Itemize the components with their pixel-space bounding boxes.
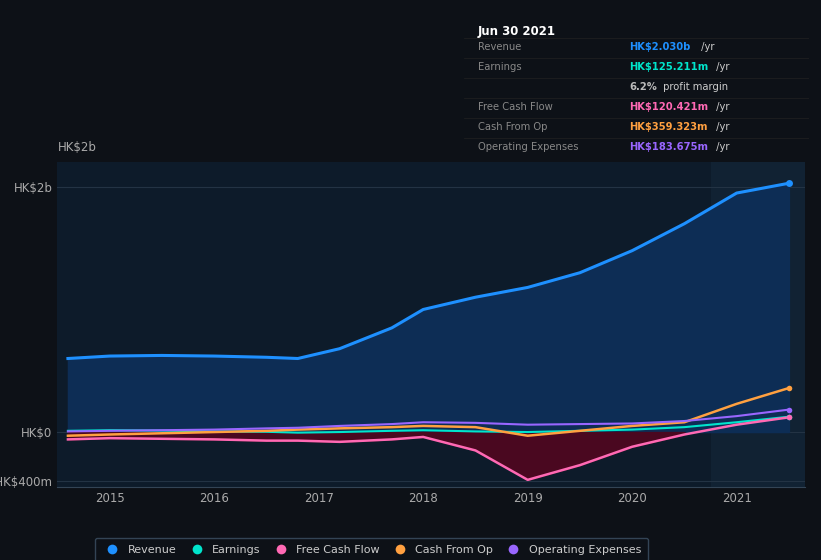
Text: /yr: /yr	[713, 102, 729, 112]
Text: /yr: /yr	[713, 142, 729, 152]
Text: Free Cash Flow: Free Cash Flow	[478, 102, 553, 112]
Text: /yr: /yr	[713, 122, 729, 132]
Text: HK$2b: HK$2b	[57, 141, 96, 154]
Text: Revenue: Revenue	[478, 42, 521, 52]
Text: Earnings: Earnings	[478, 62, 521, 72]
Text: HK$183.675m: HK$183.675m	[630, 142, 709, 152]
Text: Cash From Op: Cash From Op	[478, 122, 547, 132]
Text: HK$2.030b: HK$2.030b	[630, 42, 690, 52]
Text: /yr: /yr	[713, 62, 729, 72]
Text: Jun 30 2021: Jun 30 2021	[478, 25, 556, 38]
Text: HK$125.211m: HK$125.211m	[630, 62, 709, 72]
Text: Operating Expenses: Operating Expenses	[478, 142, 578, 152]
Text: 6.2%: 6.2%	[630, 82, 658, 92]
Text: /yr: /yr	[698, 42, 714, 52]
Bar	[710, 162, 805, 487]
Text: HK$120.421m: HK$120.421m	[630, 102, 709, 112]
Legend: Revenue, Earnings, Free Cash Flow, Cash From Op, Operating Expenses: Revenue, Earnings, Free Cash Flow, Cash …	[94, 538, 648, 560]
Text: profit margin: profit margin	[660, 82, 728, 92]
Text: HK$359.323m: HK$359.323m	[630, 122, 708, 132]
